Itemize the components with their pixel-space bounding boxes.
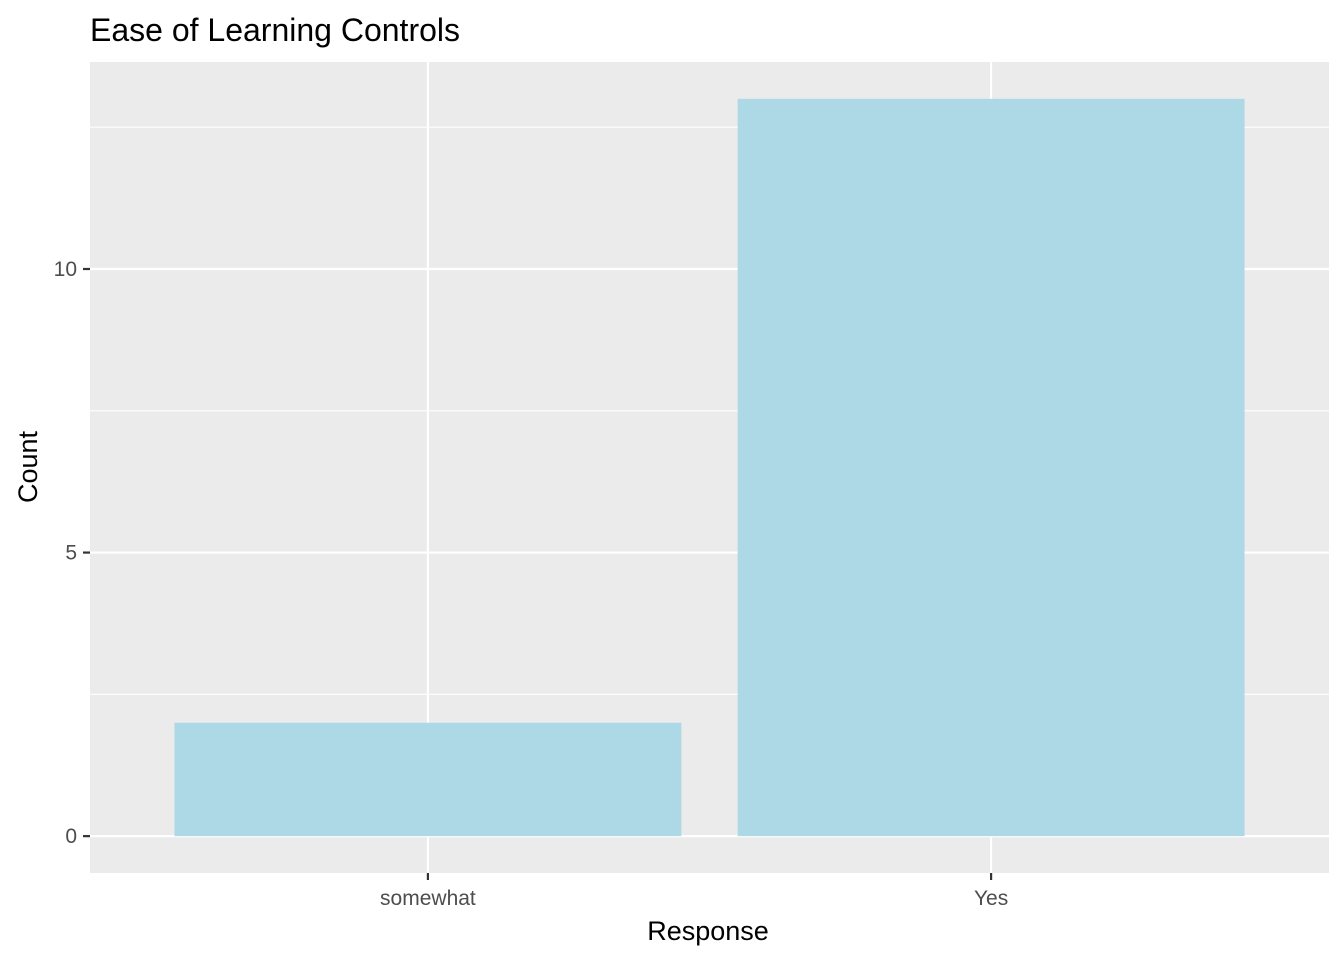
bar-yes (737, 98, 1245, 837)
x-tick-label: Yes (974, 887, 1008, 910)
y-tick-label: 0 (65, 825, 77, 848)
bar-somewhat (174, 722, 682, 837)
x-tick-label: somewhat (380, 887, 476, 910)
y-tick-label: 5 (65, 542, 77, 565)
bars (174, 98, 1245, 837)
x-axis: somewhat Yes (380, 873, 1008, 910)
chart-title: Ease of Learning Controls (90, 12, 460, 48)
y-tick-label: 10 (54, 258, 77, 281)
x-axis-title: Response (647, 916, 769, 946)
y-axis-title: Count (13, 430, 43, 503)
y-axis: 0 5 10 (54, 258, 90, 848)
